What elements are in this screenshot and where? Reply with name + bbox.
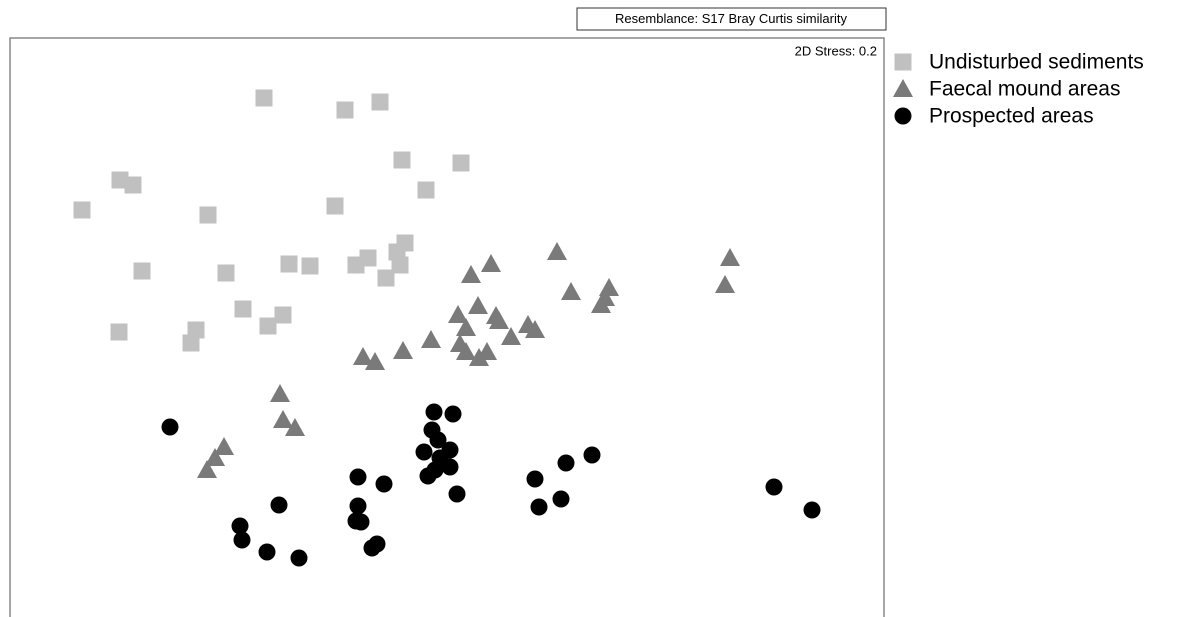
plot-frame	[9, 37, 885, 617]
marker-triangle	[720, 248, 740, 266]
marker-circle	[530, 498, 548, 516]
marker-circle	[803, 501, 821, 519]
marker-square	[182, 334, 200, 352]
legend-label: Faecal mound areas	[929, 78, 1120, 101]
marker-circle	[526, 470, 544, 488]
marker-square	[336, 101, 354, 119]
marker-triangle	[489, 311, 509, 329]
marker-circle	[415, 443, 433, 461]
marker-triangle	[205, 448, 225, 466]
marker-triangle	[468, 296, 488, 314]
marker-triangle	[285, 418, 305, 436]
marker-square	[217, 264, 235, 282]
marker-circle	[552, 490, 570, 508]
marker-triangle	[561, 282, 581, 300]
marker-circle	[231, 517, 249, 535]
marker-circle	[352, 513, 370, 531]
marker-circle	[425, 403, 443, 421]
marker-square	[388, 243, 406, 261]
marker-circle	[258, 543, 276, 561]
marker-circle	[444, 405, 462, 423]
legend-label: Prospected areas	[929, 105, 1094, 128]
marker-triangle	[461, 265, 481, 283]
marker-circle	[426, 461, 444, 479]
resemblance-note: Resemblance: S17 Bray Curtis similarity	[615, 11, 847, 26]
marker-square	[111, 171, 129, 189]
marker-circle	[161, 418, 179, 436]
marker-triangle	[715, 275, 735, 293]
marker-triangle	[273, 410, 293, 428]
marker-circle	[557, 454, 575, 472]
marker-square	[301, 257, 319, 275]
marker-square	[452, 154, 470, 172]
marker-square	[377, 269, 395, 287]
marker-square	[326, 197, 344, 215]
marker-circle	[429, 431, 447, 449]
marker-circle	[233, 531, 251, 549]
marker-square	[274, 306, 292, 324]
marker-circle	[270, 496, 288, 514]
marker-square	[110, 323, 128, 341]
marker-triangle	[197, 460, 217, 478]
marker-circle	[349, 468, 367, 486]
legend-label: Undisturbed sediments	[929, 51, 1144, 74]
marker-triangle	[214, 437, 234, 455]
marker-square	[417, 181, 435, 199]
marker-triangle	[456, 318, 476, 336]
marker-triangle	[448, 305, 468, 323]
marker-triangle	[525, 320, 545, 338]
legend-marker	[893, 79, 913, 97]
marker-triangle	[421, 330, 441, 348]
marker-circle	[375, 475, 393, 493]
marker-square	[234, 300, 252, 318]
marker-circle	[448, 485, 466, 503]
marker-square	[73, 201, 91, 219]
legend-marker	[894, 53, 912, 71]
marker-triangle	[270, 384, 290, 402]
marker-triangle	[547, 242, 567, 260]
marker-square	[259, 317, 277, 335]
marker-triangle	[393, 341, 413, 359]
marker-circle	[441, 458, 459, 476]
marker-square	[347, 256, 365, 274]
marker-square	[124, 176, 142, 194]
marker-square	[371, 93, 389, 111]
marker-triangle	[599, 278, 619, 296]
marker-square	[199, 206, 217, 224]
marker-circle	[765, 478, 783, 496]
marker-square	[133, 262, 151, 280]
marker-triangle	[469, 348, 489, 366]
marker-square	[187, 321, 205, 339]
marker-triangle	[365, 352, 385, 370]
marker-triangle	[353, 347, 373, 365]
marker-square	[255, 89, 273, 107]
marker-triangle	[501, 327, 521, 345]
marker-square	[393, 151, 411, 169]
marker-circle	[290, 549, 308, 567]
marker-circle	[583, 446, 601, 464]
marker-triangle	[481, 254, 501, 272]
marker-square	[391, 256, 409, 274]
marker-circle	[368, 535, 386, 553]
annotation-box	[576, 7, 887, 31]
marker-square	[280, 255, 298, 273]
stress-note: 2D Stress: 0.2	[795, 43, 877, 58]
marker-circle	[349, 497, 367, 515]
marker-triangle	[591, 295, 611, 313]
marker-triangle	[456, 342, 476, 360]
legend-marker	[894, 107, 912, 125]
